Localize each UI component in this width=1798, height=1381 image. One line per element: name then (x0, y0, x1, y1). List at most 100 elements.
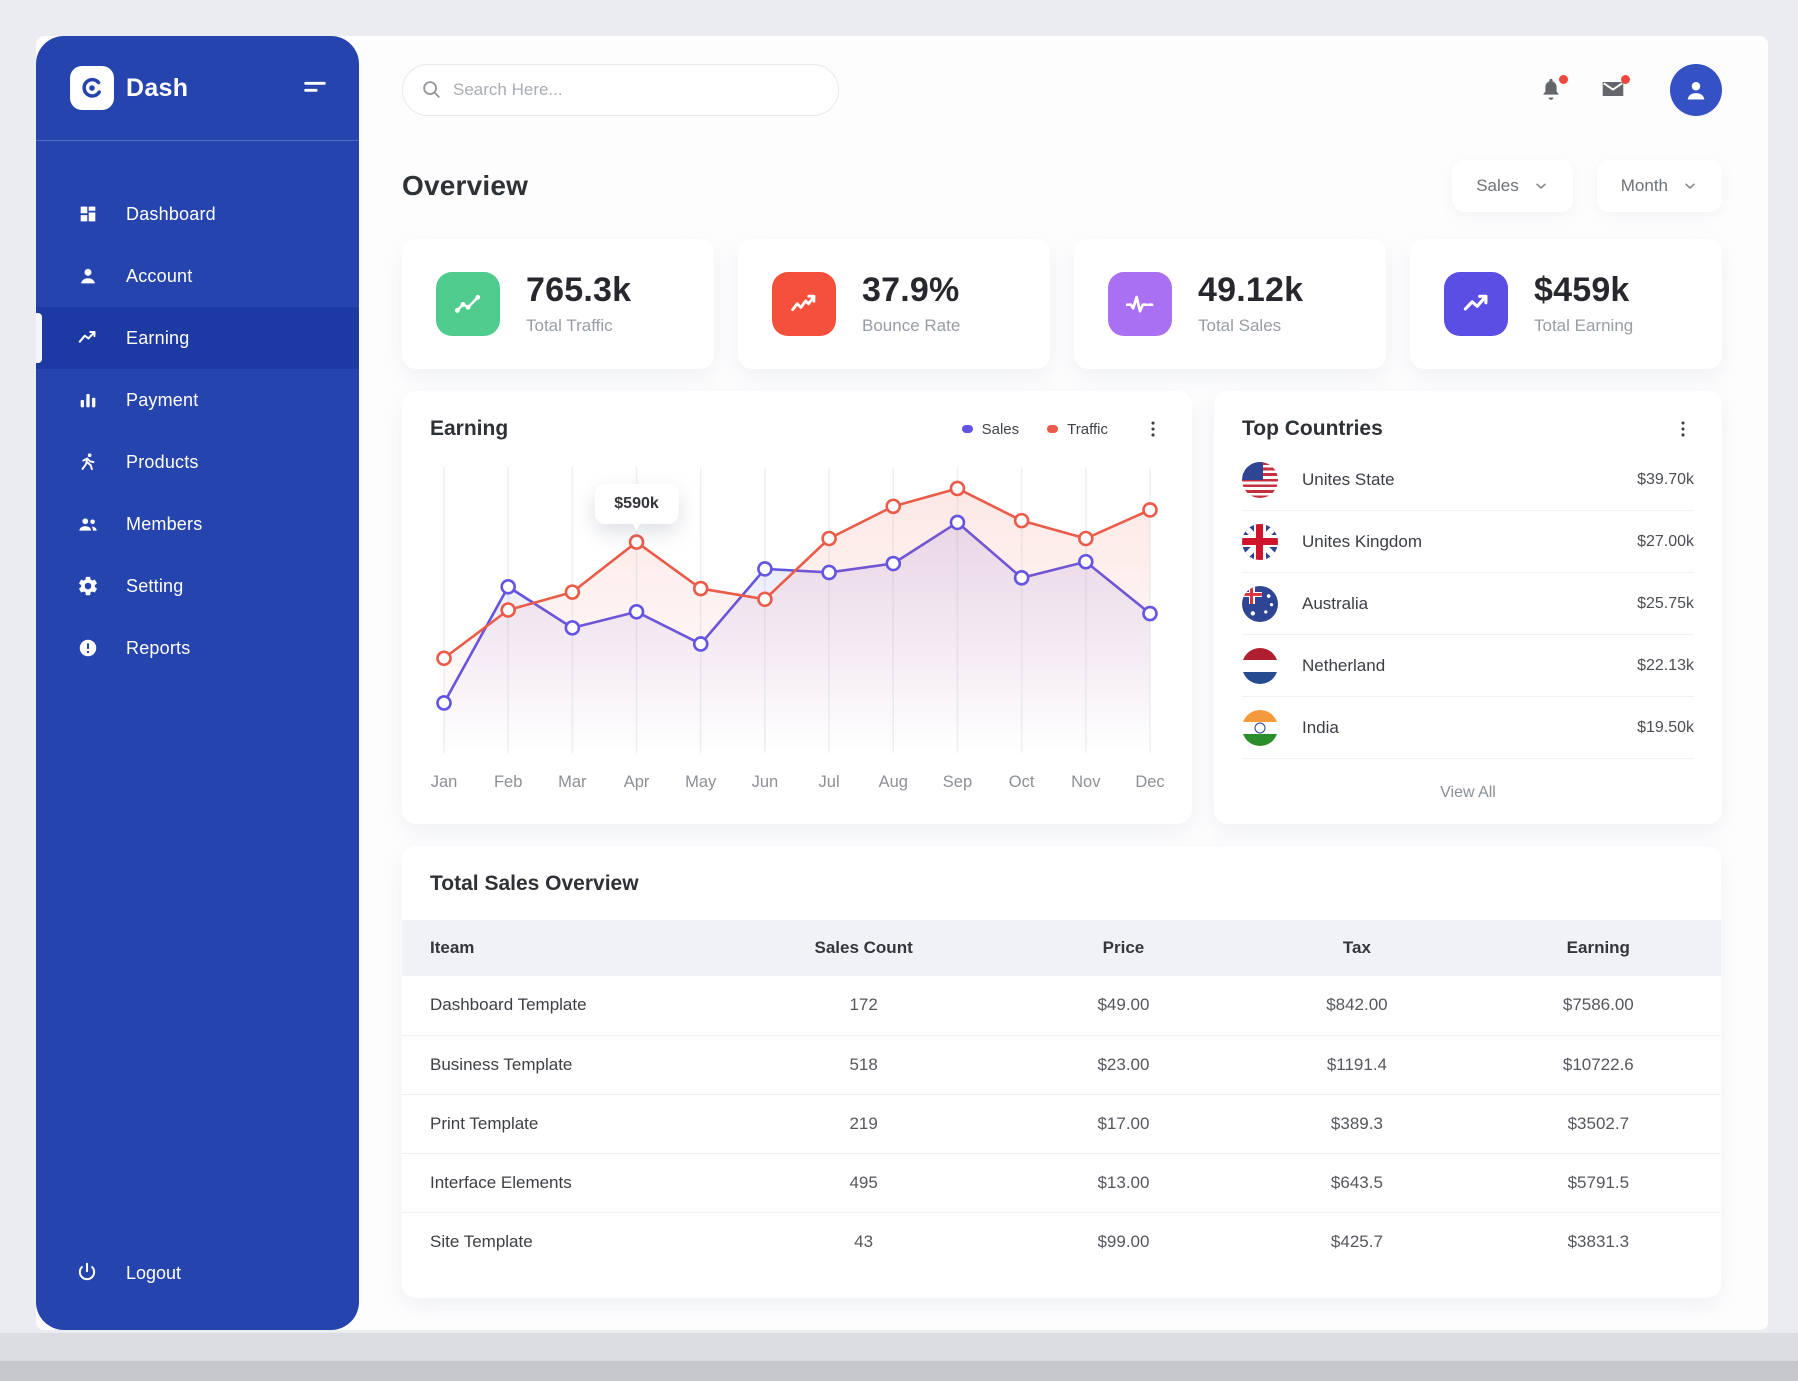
stat-label: Total Earning (1534, 315, 1634, 335)
cell-tax: $1191.4 (1238, 1035, 1476, 1095)
countries-menu-kebab-icon[interactable] (1672, 418, 1694, 440)
sales-table-body: Dashboard Template 172 $49.00 $842.00 $7… (402, 976, 1721, 1271)
cell-price: $99.00 (1097, 1231, 1150, 1251)
sidebar-item-dashboard[interactable]: Dashboard (36, 183, 359, 245)
sidebar-item-total traffic: 765.3k Total Traffic (402, 239, 714, 369)
cell-tax: $389.3 (1238, 1094, 1476, 1154)
country-value: $19.50k (1637, 718, 1694, 736)
cell-earning: $3502.7 (1475, 1094, 1721, 1154)
country-name: Netherland (1302, 655, 1386, 675)
sidebar-item-label: Members (126, 513, 203, 534)
cell-earning: $5791.5 (1475, 1153, 1721, 1213)
zigzag-up-icon (772, 272, 836, 336)
country-row: Unites Kingdom $27.00k (1242, 511, 1694, 573)
stat-cards-row: 765.3k Total Traffic 37.9% Bounce Rate (402, 239, 1722, 369)
view-all-link[interactable]: View All (1440, 784, 1496, 801)
country-value: $25.75k (1637, 594, 1694, 612)
legend-traffic[interactable]: Traffic (1047, 421, 1108, 438)
country-flag-icon (1242, 709, 1278, 746)
country-row: India $19.50k (1242, 697, 1694, 759)
country-flag-icon (1242, 647, 1278, 684)
country-row: Australia $25.75k (1242, 573, 1694, 635)
filters: Sales Month (1452, 160, 1722, 212)
runner-icon (76, 450, 100, 474)
svg-text:Oct: Oct (1009, 773, 1035, 791)
filter-label: Month (1620, 176, 1668, 195)
brand-logo-icon (70, 66, 114, 110)
stat-texts: 49.12k Total Sales (1198, 271, 1303, 335)
filter-label: Sales (1476, 176, 1519, 195)
svg-text:Apr: Apr (624, 773, 650, 791)
table-row[interactable]: Interface Elements 495 $13.00 $643.5 $57… (402, 1153, 1721, 1213)
app-window: Dash Dashboard Account (36, 36, 1768, 1330)
sidebar-item-label: Payment (126, 389, 199, 410)
country-name: Australia (1302, 593, 1369, 613)
notifications-bell-icon[interactable] (1538, 75, 1568, 104)
country-row: Netherland $22.13k (1242, 635, 1694, 697)
sales-table-header: Iteam Sales Count Price Tax Earning (402, 920, 1721, 976)
sidebar-item-sales[interactable]: Sales (1452, 160, 1573, 212)
country-name: Unites Kingdom (1302, 531, 1423, 551)
charts-row: Earning Sales Traffic Jan Feb Mar Apr May Jun J… (402, 391, 1722, 824)
col-header-earning: Earning (1475, 920, 1721, 976)
earning-chart-svg[interactable]: Jan Feb Mar Apr May Jun Jul Aug Sep Oct Nov Dec (430, 455, 1164, 795)
sidebar-item-label: Account (126, 265, 193, 286)
table-row[interactable]: Site Template 43 $99.00 $425.7 $3831.3 (402, 1212, 1721, 1271)
pulse-icon (1108, 272, 1172, 336)
sidebar-item-members[interactable]: Members (36, 493, 359, 555)
table-row[interactable]: Business Template 518 $23.00 $1191.4 $10… (402, 1035, 1721, 1095)
svg-text:Feb: Feb (494, 773, 522, 791)
sidebar-item-label: Reports (126, 637, 191, 658)
stat-label: Total Traffic (526, 315, 613, 335)
sidebar-item-products[interactable]: Products (36, 431, 359, 493)
sidebar-item-label: Products (126, 451, 199, 472)
col-header-price: Price (1008, 920, 1239, 976)
table-row[interactable]: Dashboard Template 172 $49.00 $842.00 $7… (402, 976, 1721, 1036)
messages-mail-icon[interactable] (1600, 75, 1630, 104)
topbar (402, 63, 1722, 117)
sidebar-item-month[interactable]: Month (1596, 160, 1722, 212)
country-value: $39.70k (1637, 470, 1694, 488)
stat-value: 37.9% (862, 271, 960, 310)
earning-chart-card: Earning Sales Traffic Jan Feb Mar Apr May Jun J… (402, 391, 1192, 824)
sidebar-collapse-icon[interactable] (301, 74, 329, 102)
sidebar-nav: Dashboard Account Earning Paymen (36, 183, 359, 679)
sidebar-item-account[interactable]: Account (36, 245, 359, 307)
stat-value: 765.3k (526, 271, 632, 310)
chart-tooltip-label: $590k (614, 495, 659, 513)
svg-text:Mar: Mar (558, 773, 587, 791)
svg-text:Dec: Dec (1135, 773, 1164, 791)
page-title: Overview (402, 170, 529, 201)
sidebar-item-logout[interactable]: Logout (36, 1234, 359, 1312)
legend-sales[interactable]: Sales (961, 421, 1019, 438)
svg-text:Nov: Nov (1071, 773, 1101, 791)
cell-price: $23.00 (1008, 1035, 1239, 1095)
cell-sales-count: 495 (718, 1153, 1009, 1213)
power-icon (76, 1261, 100, 1285)
cell-price: $49.00 (1008, 976, 1239, 1036)
stat-texts: 37.9% Bounce Rate (862, 271, 960, 335)
top-countries-header: Top Countries (1242, 417, 1694, 441)
overview-row: Overview Sales Month (402, 159, 1722, 213)
user-avatar[interactable] (1670, 64, 1722, 116)
cell-earning: $10722.6 (1475, 1035, 1721, 1095)
trend-line-icon (76, 326, 100, 350)
main-content: Overview Sales Month (359, 36, 1768, 1330)
sidebar-item-earning[interactable]: Earning (36, 307, 359, 369)
country-name: India (1302, 717, 1339, 737)
sidebar-item-reports[interactable]: Reports (36, 617, 359, 679)
stat-texts: 765.3k Total Traffic (526, 271, 632, 335)
sidebar-item-payment[interactable]: Payment (36, 369, 359, 431)
chevron-down-icon (1533, 178, 1549, 194)
legend-dot-icon (961, 425, 973, 433)
search-box (402, 64, 839, 116)
table-row[interactable]: Print Template 219 $17.00 $389.3 $3502.7 (402, 1094, 1721, 1154)
cell-price: $13.00 (1008, 1153, 1239, 1213)
col-header-sales-count: Sales Count (718, 920, 1009, 976)
search-input[interactable] (402, 64, 839, 116)
chart-menu-kebab-icon[interactable] (1142, 418, 1164, 440)
cell-tax: $643.5 (1238, 1153, 1476, 1213)
sidebar-item-setting[interactable]: Setting (36, 555, 359, 617)
brand-row: Dash (36, 36, 359, 140)
cell-item: Business Template (402, 1035, 719, 1095)
